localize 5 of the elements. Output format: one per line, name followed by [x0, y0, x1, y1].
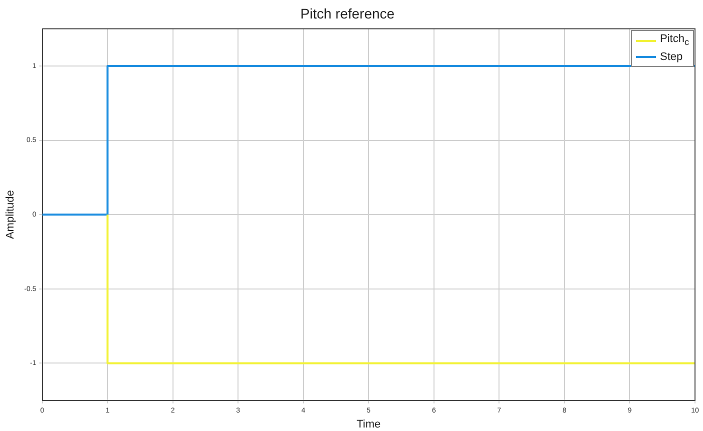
y-axis-title: Amplitude: [4, 190, 17, 240]
legend-label: Pitch$_{c}$: [660, 32, 690, 49]
x-axis-title: Time: [356, 418, 381, 430]
legend-label: Step: [660, 50, 683, 65]
chart-title: Pitch reference: [300, 5, 395, 22]
